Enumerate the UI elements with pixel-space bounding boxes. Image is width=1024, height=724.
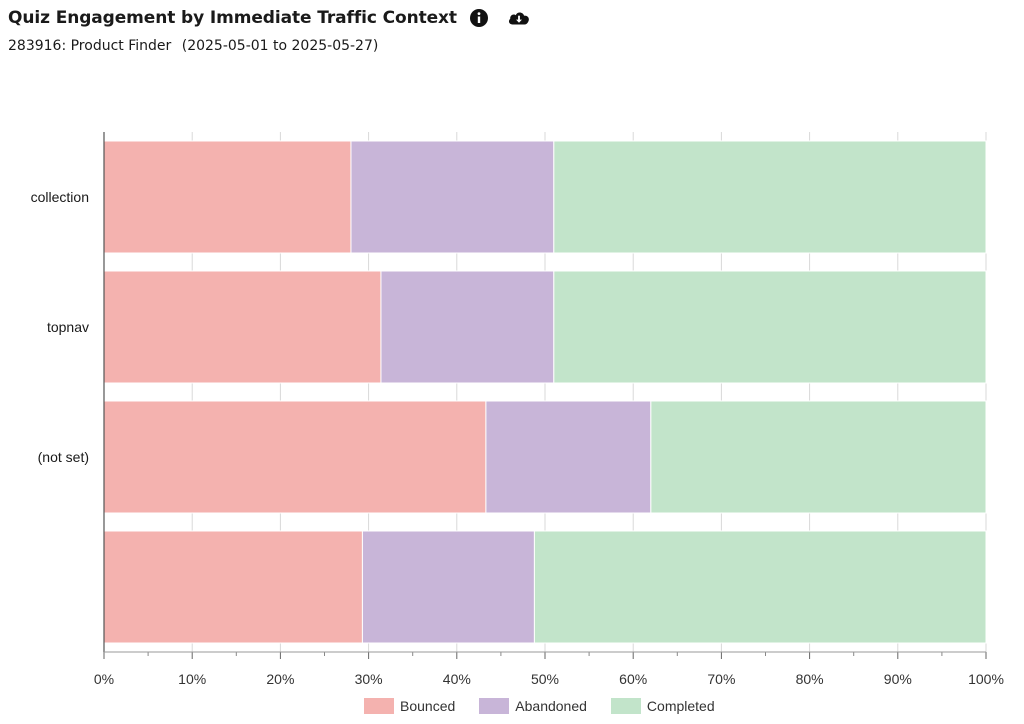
legend-item-completed[interactable]: Completed <box>610 698 715 714</box>
legend-item-abandoned[interactable]: Abandoned <box>479 698 587 714</box>
chart-title: Quiz Engagement by Immediate Traffic Con… <box>8 8 457 28</box>
legend-item-bounced[interactable]: Bounced <box>364 698 455 714</box>
cloud-download-icon[interactable] <box>507 6 531 30</box>
legend-label: Completed <box>646 698 715 714</box>
x-tick-label: 60% <box>619 671 647 687</box>
bar-segment-completed[interactable] <box>553 270 987 384</box>
bar-segment-bounced[interactable] <box>103 530 363 644</box>
bar-segment-abandoned[interactable] <box>361 530 535 644</box>
chart-legend: Bounced Abandoned Completed <box>364 698 739 714</box>
bar-segment-bounced[interactable] <box>103 270 382 384</box>
category-label: collection <box>31 189 89 205</box>
x-tick-label: 50% <box>531 671 559 687</box>
bar-segment-bounced[interactable] <box>103 140 352 254</box>
bar-segment-abandoned[interactable] <box>380 270 555 384</box>
legend-label: Abandoned <box>515 698 587 714</box>
bar-segment-bounced[interactable] <box>103 400 487 514</box>
x-tick-label: 100% <box>968 671 1004 687</box>
title-row: Quiz Engagement by Immediate Traffic Con… <box>8 4 531 32</box>
subtitle-id-name: 283916: Product Finder <box>8 38 172 54</box>
x-tick-label: 90% <box>884 671 912 687</box>
category-label: topnav <box>47 319 89 335</box>
x-tick-label: 70% <box>707 671 735 687</box>
x-tick-label: 20% <box>266 671 294 687</box>
bar-segment-abandoned[interactable] <box>485 400 652 514</box>
chart-subtitle: 283916: Product Finder (2025-05-01 to 20… <box>8 38 531 54</box>
x-tick-label: 40% <box>443 671 471 687</box>
legend-label: Bounced <box>400 698 456 714</box>
info-icon[interactable] <box>467 6 491 30</box>
x-tick-label: 10% <box>178 671 206 687</box>
legend-swatch <box>479 698 510 714</box>
legend-swatch <box>364 698 394 714</box>
legend-swatch <box>610 698 641 714</box>
bar-segment-completed[interactable] <box>533 530 987 644</box>
bar-segment-completed[interactable] <box>650 400 987 514</box>
x-tick-label: 30% <box>355 671 383 687</box>
subtitle-date-range: (2025-05-01 to 2025-05-27) <box>181 38 379 54</box>
x-tick-label: 80% <box>796 671 824 687</box>
bar-segment-abandoned[interactable] <box>350 140 555 254</box>
chart-header: Quiz Engagement by Immediate Traffic Con… <box>8 4 531 54</box>
category-label: (not set) <box>38 449 89 465</box>
bar-segment-completed[interactable] <box>553 140 987 254</box>
x-tick-label: 0% <box>94 671 114 687</box>
